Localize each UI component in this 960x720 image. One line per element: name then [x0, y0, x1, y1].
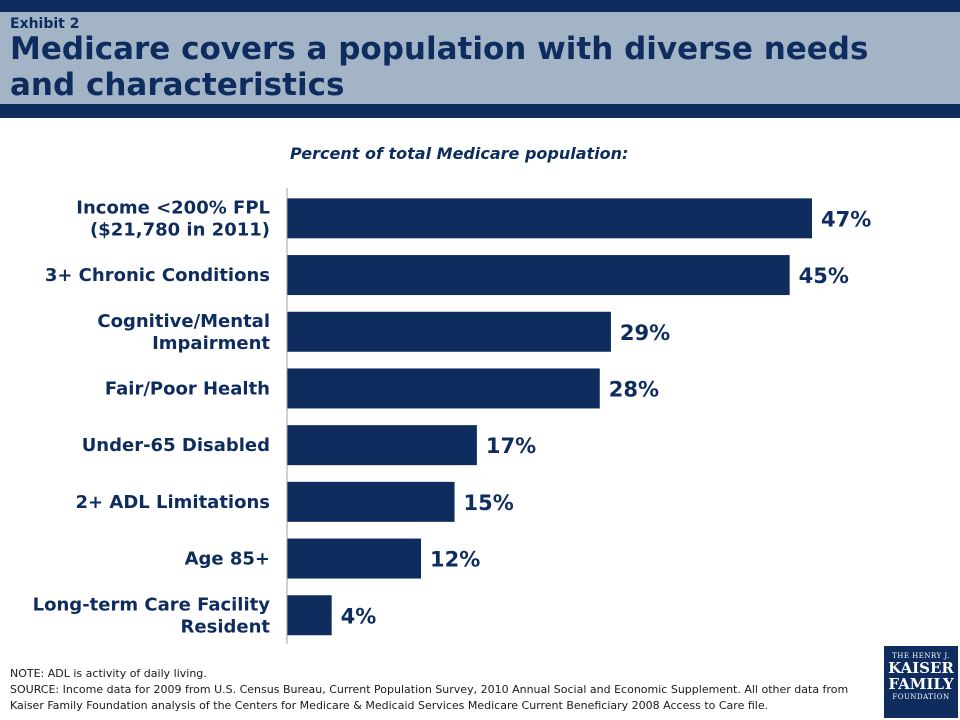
kff-logo: THE HENRY J. KAISER FAMILY FOUNDATION — [884, 646, 958, 718]
bar — [287, 368, 600, 409]
category-label: Fair/Poor Health — [105, 378, 270, 399]
header-rule — [0, 104, 960, 118]
data-label: 47% — [821, 207, 871, 231]
top-rule — [0, 0, 960, 12]
category-label: Resident — [181, 616, 271, 637]
exhibit-label: Exhibit 2 — [10, 16, 80, 32]
category-label: Under-65 Disabled — [82, 435, 270, 456]
bar — [287, 481, 455, 522]
header-band — [0, 12, 960, 104]
data-label: 45% — [799, 264, 849, 288]
page-title: Medicare covers a population with divers… — [10, 31, 869, 103]
data-label: 28% — [609, 377, 659, 401]
data-label: 29% — [620, 321, 670, 345]
source-text-line2: Kaiser Family Foundation analysis of the… — [10, 699, 769, 712]
bar — [287, 538, 422, 579]
note-text: NOTE: ADL is activity of daily living. — [10, 667, 207, 680]
category-label: Long-term Care Facility — [33, 594, 271, 615]
footnotes: NOTE: ADL is activity of daily living. S… — [10, 666, 880, 714]
data-label: 15% — [464, 491, 514, 515]
category-label: Cognitive/Mental — [97, 311, 270, 332]
category-label: 3+ Chronic Conditions — [45, 265, 270, 286]
category-label: Age 85+ — [185, 549, 270, 570]
category-label: 2+ ADL Limitations — [76, 492, 270, 513]
bar — [287, 311, 611, 352]
bar — [287, 425, 477, 466]
chart-subtitle: Percent of total Medicare population: — [290, 144, 629, 163]
category-label: Impairment — [152, 333, 270, 354]
source-text-line1: SOURCE: Income data for 2009 from U.S. C… — [10, 683, 849, 696]
bar — [287, 595, 332, 636]
category-label: Income <200% FPL — [76, 197, 270, 218]
data-label: 4% — [341, 604, 377, 628]
bar — [287, 255, 790, 296]
category-label: ($21,780 in 2011) — [90, 219, 270, 240]
data-label: 17% — [486, 434, 536, 458]
bar — [287, 198, 812, 239]
data-label: 12% — [430, 548, 480, 572]
